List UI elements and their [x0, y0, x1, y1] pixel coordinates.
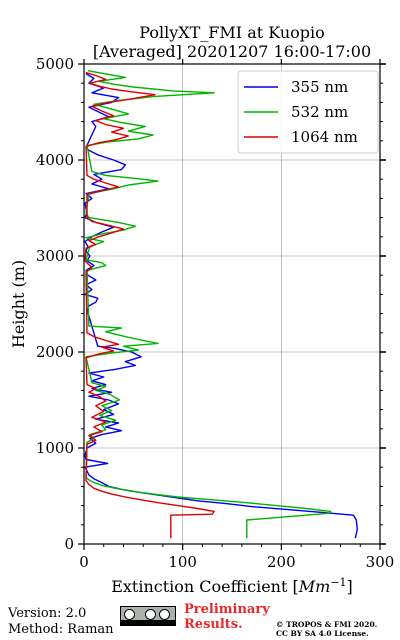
y-tick-label: 5000: [36, 55, 74, 73]
legend-label-532: 532 nm: [291, 103, 348, 121]
x-axis-label: Extinction Coefficient [Mm−1]: [111, 576, 353, 596]
legend-label-1064: 1064 nm: [291, 128, 358, 146]
footer-version-block: Version: 2.0 Method: Raman: [8, 606, 114, 638]
x-axis-unit-exponent: −1: [330, 576, 346, 589]
x-tick-label: 200: [267, 553, 296, 571]
y-tick-label: 2000: [36, 343, 74, 361]
legend-box: [237, 70, 379, 154]
series-line-355-nm: [84, 73, 358, 539]
chart-title-line2: [Averaged] 20201207 16:00-17:00: [93, 42, 371, 61]
copyright-line1: © TROPOS & FMI 2020.: [276, 620, 378, 629]
x-tick-label: 0: [79, 553, 89, 571]
by-circle-icon: [145, 609, 156, 620]
y-tick-label: 1000: [36, 439, 74, 457]
series-line-1064-nm: [84, 71, 215, 539]
x-tick-label: 300: [366, 553, 395, 571]
preliminary-line2: Results.: [184, 617, 243, 632]
y-tick-label: 0: [64, 535, 74, 553]
x-axis-unit: Mm: [298, 577, 331, 596]
preliminary-notice: Preliminary Results.: [184, 602, 270, 632]
x-axis-label-close: ]: [347, 577, 353, 596]
x-tick-label: 100: [168, 553, 197, 571]
version-text: Version: 2.0: [8, 606, 87, 621]
y-axis-label: Height (m): [9, 260, 28, 348]
legend: 355 nm 532 nm 1064 nm: [237, 70, 379, 154]
badge-strip: [121, 620, 175, 625]
series-line-532-nm: [85, 70, 332, 539]
copyright-block: © TROPOS & FMI 2020. CC BY SA 4.0 Licens…: [276, 620, 377, 638]
chart-title-line1: PollyXT_FMI at Kuopio: [139, 23, 325, 42]
preliminary-line1: Preliminary: [184, 602, 270, 617]
sa-circle-icon: [159, 609, 170, 620]
series-layer: [84, 70, 358, 539]
x-axis-label-text: Extinction Coefficient [: [111, 577, 299, 596]
cc-circle-icon: [124, 609, 135, 620]
plot-frame: [83, 63, 381, 545]
method-text: Method: Raman: [8, 622, 114, 637]
extinction-profile-chart: PollyXT_FMI at Kuopio [Averaged] 2020120…: [9, 23, 395, 596]
y-tick-label: 4000: [36, 151, 74, 169]
copyright-line2: CC BY SA 4.0 License.: [276, 629, 369, 638]
legend-label-355: 355 nm: [291, 78, 348, 96]
cc-by-sa-badge-icon: [120, 606, 176, 626]
y-tick-label: 3000: [36, 247, 74, 265]
